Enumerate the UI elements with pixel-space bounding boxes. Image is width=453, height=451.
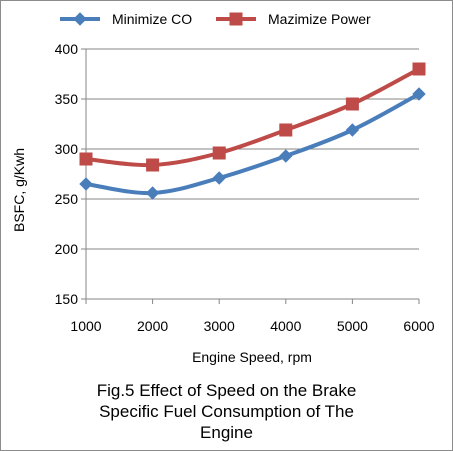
- data-point-diamond: [145, 186, 160, 200]
- x-tick-label: 2000: [137, 318, 168, 334]
- series-1: [79, 62, 426, 172]
- y-axis-title: BSFC, g/Kwh: [11, 148, 27, 232]
- legend-marker-diamond: [73, 12, 87, 26]
- gridlines: [86, 48, 419, 250]
- data-point-diamond: [79, 177, 93, 191]
- data-point-square: [79, 152, 93, 166]
- y-tick-label: 150: [55, 291, 79, 307]
- legend-item-0: Minimize CO: [60, 11, 192, 27]
- data-point-diamond: [212, 171, 226, 185]
- y-tick-label: 350: [55, 91, 79, 107]
- caption-line-3: Engine: [200, 423, 253, 442]
- data-point-diamond: [412, 87, 426, 101]
- caption-line-2: Specific Fuel Consumption of The: [99, 402, 354, 421]
- figure-caption: Fig.5 Effect of Speed on the Brake Speci…: [0, 380, 453, 443]
- legend-marker-square: [229, 12, 243, 26]
- data-point-square: [146, 158, 160, 172]
- legend: Minimize CO Mazimize Power: [60, 11, 371, 27]
- data-point-square: [212, 146, 226, 160]
- series-line: [85, 67, 420, 168]
- x-tick-label: 4000: [270, 318, 301, 334]
- bsfc-line-chart: 150 200 250 300 350 400 1000 2000 3000 4000 5000 60…: [11, 11, 435, 365]
- caption-line-1: Fig.5 Effect of Speed on the Brake: [96, 381, 357, 400]
- y-tick-label: 250: [55, 191, 79, 207]
- legend-label: Mazimize Power: [268, 11, 371, 27]
- data-point-square: [345, 97, 359, 111]
- x-tick-label: 6000: [403, 318, 434, 334]
- legend-item-1: Mazimize Power: [216, 11, 371, 27]
- data-point-diamond: [345, 123, 360, 137]
- y-tick-label: 300: [55, 141, 79, 157]
- legend-label: Minimize CO: [112, 11, 192, 27]
- x-tick-label: 3000: [204, 318, 235, 334]
- data-point-diamond: [279, 149, 293, 163]
- y-tick-label: 400: [55, 41, 79, 57]
- series-0: [79, 87, 426, 200]
- y-tick-label: 200: [55, 241, 79, 257]
- x-tick-label: 1000: [70, 318, 101, 334]
- series-lines: [79, 62, 426, 200]
- x-tick-label: 5000: [337, 318, 368, 334]
- data-point-square: [412, 62, 426, 76]
- data-point-square: [279, 123, 293, 137]
- axes: 150 200 250 300 350 400 1000 2000 3000 4000 5000 60…: [55, 41, 435, 334]
- x-axis-title: Engine Speed, rpm: [192, 349, 312, 365]
